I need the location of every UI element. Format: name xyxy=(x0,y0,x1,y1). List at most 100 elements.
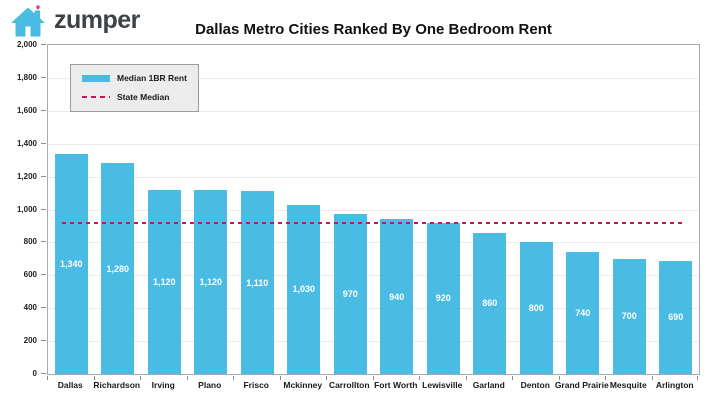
bar: 940 xyxy=(380,219,414,374)
y-tick-mark xyxy=(41,274,46,276)
bar-value-label: 740 xyxy=(575,308,591,319)
x-axis: Dallas Richardson Irving Plano Frisco Mckinne… xyxy=(47,376,700,398)
y-tick-mark xyxy=(41,241,46,243)
bar: 1,280 xyxy=(101,163,135,374)
bar: 800 xyxy=(519,242,553,374)
y-axis-tick-label: 600 xyxy=(23,270,37,280)
x-tick-mark xyxy=(279,376,281,380)
y-tick-mark xyxy=(41,373,46,374)
bar: 690 xyxy=(659,260,693,374)
x-axis-label: Frisco xyxy=(243,380,269,390)
bar: 1,030 xyxy=(287,204,321,374)
dashed-line-swatch-icon xyxy=(82,96,110,98)
gridline xyxy=(48,341,699,343)
bar-value-label: 1,120 xyxy=(152,276,176,287)
x-axis-label: Irving xyxy=(151,380,175,390)
bar: 970 xyxy=(333,214,367,374)
gridline xyxy=(48,143,699,145)
bar-value-label: 700 xyxy=(621,311,637,322)
bar: 1,120 xyxy=(147,189,181,374)
y-tick-mark xyxy=(41,307,46,309)
gridline xyxy=(48,209,699,211)
x-tick-mark xyxy=(47,376,48,380)
bar: 700 xyxy=(612,258,646,374)
legend-label: State Median xyxy=(117,92,170,102)
bar-value-label: 690 xyxy=(668,312,684,323)
y-tick-mark xyxy=(41,44,46,45)
legend-item-state-median: State Median xyxy=(82,92,187,102)
x-tick-mark xyxy=(651,376,653,380)
y-tick-mark xyxy=(41,76,46,78)
chart-title: Dallas Metro Cities Ranked By One Bedroo… xyxy=(195,21,552,38)
x-axis-label: Dallas xyxy=(57,380,83,390)
y-axis-tick-label: 200 xyxy=(23,336,37,346)
bar: 860 xyxy=(473,232,507,374)
y-axis-tick-label: 2,000 xyxy=(16,40,37,49)
bar-value-label: 1,030 xyxy=(292,284,316,295)
gridline xyxy=(48,308,699,310)
x-axis-label: Plano xyxy=(198,380,222,390)
x-axis-label: Denton xyxy=(520,380,550,390)
bar-value-label: 940 xyxy=(389,291,405,302)
x-tick-mark xyxy=(186,376,188,380)
gridline xyxy=(48,110,699,112)
bar: 1,110 xyxy=(240,191,274,374)
y-tick-mark xyxy=(41,340,46,342)
house-heart-icon xyxy=(10,4,48,37)
x-axis-label: Mckinney xyxy=(283,380,323,390)
x-tick-mark xyxy=(372,376,374,380)
x-axis-label: Garland xyxy=(472,380,505,390)
y-axis-tick-label: 1,600 xyxy=(16,105,37,115)
bar-value-label: 1,110 xyxy=(246,277,269,288)
plot-area: 1,340 1,280 1,120 1,120 1,110 1,030 970 940 920 8… xyxy=(47,44,700,375)
bar: 920 xyxy=(426,222,460,374)
y-axis-tick-label: 800 xyxy=(23,237,37,247)
bar-value-label: 1,340 xyxy=(59,258,83,269)
gridline xyxy=(48,275,699,277)
x-tick-mark xyxy=(697,376,698,380)
y-tick-mark xyxy=(41,208,46,210)
x-tick-mark xyxy=(93,376,95,380)
bar-value-label: 970 xyxy=(342,289,358,300)
x-axis-label: Fort Worth xyxy=(374,380,418,390)
y-axis-tick-label: 1,200 xyxy=(16,171,37,181)
x-tick-mark xyxy=(326,376,327,380)
bar-value-label: 920 xyxy=(435,293,451,304)
y-axis-tick-label: 1,800 xyxy=(16,72,37,82)
y-axis-tick-label: 1,000 xyxy=(16,204,37,214)
y-tick-mark xyxy=(41,175,46,177)
bar-swatch-icon xyxy=(82,74,110,82)
legend-label: Median 1BR Rent xyxy=(117,73,187,83)
legend: Median 1BR Rent State Median xyxy=(70,64,199,112)
x-axis-label: Carrollton xyxy=(328,380,370,390)
y-axis: 0 200 400 600 800 1,000 1,200 1,400 1,600 1,800 2,… xyxy=(0,40,46,378)
state-median-line xyxy=(62,221,685,224)
bar-value-label: 1,280 xyxy=(106,263,130,274)
x-axis-label: Richardson xyxy=(93,380,141,390)
x-axis-label: Grand Prairie xyxy=(554,380,609,390)
gridline xyxy=(48,176,699,178)
x-tick-mark xyxy=(419,376,420,380)
x-tick-mark xyxy=(558,376,560,380)
x-tick-mark xyxy=(140,376,141,380)
bar: 1,120 xyxy=(194,189,228,374)
y-axis-tick-label: 0 xyxy=(32,369,37,378)
y-axis-tick-label: 1,400 xyxy=(16,138,37,148)
zumper-logo: zumper xyxy=(10,4,140,37)
gridline xyxy=(48,77,699,79)
house-shape xyxy=(11,5,45,37)
bar-value-label: 860 xyxy=(482,298,498,309)
y-axis-tick-label: 400 xyxy=(23,303,37,313)
legend-item-median-rent: Median 1BR Rent xyxy=(82,73,187,83)
brand-name: zumper xyxy=(54,6,140,34)
x-tick-mark xyxy=(605,376,606,380)
x-tick-mark xyxy=(233,376,234,380)
y-tick-mark xyxy=(41,109,46,111)
bar-value-label: 800 xyxy=(528,303,544,314)
bar: 740 xyxy=(566,252,600,374)
x-tick-mark xyxy=(465,376,467,380)
gridline xyxy=(48,242,699,244)
x-tick-mark xyxy=(512,376,513,380)
y-tick-mark xyxy=(41,142,46,144)
bar: 1,340 xyxy=(54,153,88,374)
